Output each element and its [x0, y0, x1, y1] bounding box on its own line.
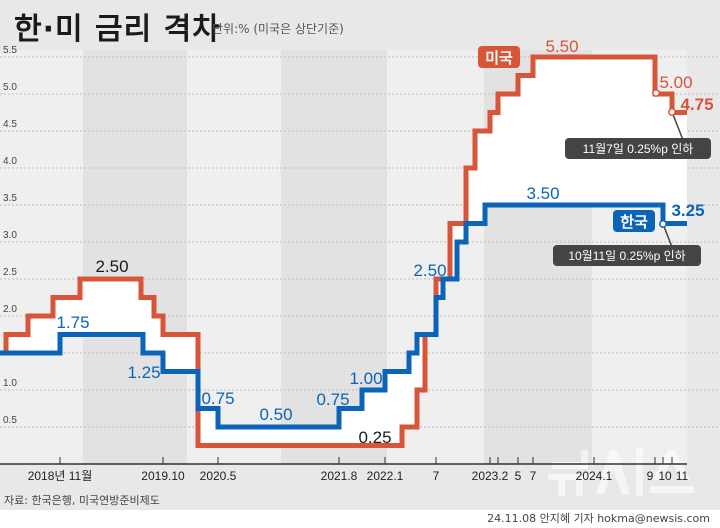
legend-badge — [478, 46, 520, 68]
source-note: 자료: 한국은행, 미국연방준비제도 — [4, 494, 160, 507]
data-label: 2.50 — [95, 257, 128, 276]
data-label: 2.50 — [413, 261, 446, 280]
y-tick-label: 5.5 — [3, 45, 17, 56]
callout-connector — [671, 111, 684, 141]
credit-line: 24.11.08 안지혜 기자 hokma@newsis.com — [487, 512, 710, 525]
callout-connector — [662, 223, 673, 248]
logo-stroke — [548, 474, 592, 480]
y-tick-label: 4.5 — [3, 119, 17, 130]
newsis-logo — [548, 448, 694, 496]
x-tick-label: 11 — [676, 469, 689, 483]
rate-cut-marker — [659, 220, 667, 228]
data-label: 0.75 — [316, 390, 349, 409]
x-tick-label: 2019.10 — [141, 469, 185, 483]
x-tick-label: 7 — [530, 469, 537, 483]
rate-gap-fill — [0, 57, 687, 446]
x-tick-label: 2018년 11월 — [28, 469, 93, 483]
x-tick-label: 2020.5 — [200, 469, 237, 483]
x-tick-label: 2023.2 — [472, 469, 509, 483]
y-tick-label: 3.0 — [3, 230, 17, 241]
logo-stroke — [596, 450, 630, 494]
logo-stroke — [581, 450, 588, 469]
legend-label: 미국 — [485, 50, 513, 67]
logo-stroke — [636, 448, 643, 496]
y-tick-label: 0.5 — [3, 415, 17, 426]
logo-stroke — [552, 462, 588, 469]
y-tick-label: 1.0 — [3, 378, 17, 389]
year-band — [83, 50, 187, 464]
rate-cut-marker — [668, 108, 676, 116]
callout-box — [553, 245, 701, 266]
us-rate-line — [0, 54, 687, 448]
data-label: 1.25 — [127, 363, 160, 382]
data-label: 5.50 — [545, 37, 578, 56]
data-label: 1.75 — [56, 313, 89, 332]
logo-stroke — [652, 450, 690, 480]
y-tick-label: 2.5 — [3, 267, 17, 278]
callout-text: 11월7일 0.25%p 인하 — [583, 142, 694, 156]
x-tick-label: 2021.8 — [321, 469, 358, 483]
y-tick-label: 2.0 — [3, 304, 17, 315]
logo-stroke — [576, 480, 583, 496]
y-tick-label: 5.0 — [3, 82, 17, 93]
y-tick-label: 4.0 — [3, 156, 17, 167]
data-label: 0.75 — [201, 389, 234, 408]
callout-text: 10월11일 0.25%p 인하 — [568, 249, 685, 263]
year-band — [0, 50, 83, 464]
data-label: 0.50 — [259, 405, 292, 424]
x-tick-label: 5 — [515, 469, 522, 483]
unit-note: 단위:% (미국은 상단기준) — [212, 22, 344, 36]
data-label: 3.50 — [526, 184, 559, 203]
data-label: 1.00 — [349, 369, 382, 388]
legend-badge — [613, 210, 655, 232]
logo-stroke — [650, 486, 694, 493]
data-label: 3.25 — [671, 201, 704, 220]
data-label: 4.75 — [680, 95, 713, 114]
year-band — [187, 50, 281, 464]
legend-label: 한국 — [620, 214, 648, 231]
page-title: 한·미 금리 격차 — [14, 12, 221, 47]
logo-stroke — [558, 480, 565, 496]
data-label: 0.25 — [358, 428, 391, 447]
data-label: 5.00 — [659, 73, 692, 92]
x-tick-label: 2024.1 — [576, 469, 613, 483]
rate-cut-marker — [652, 89, 660, 97]
x-tick-label: 7 — [433, 469, 440, 483]
korea-rate-line — [0, 202, 687, 430]
rate-gap-chart: 0.51.01.52.02.53.03.54.04.55.05.5 2018년 … — [0, 37, 720, 496]
y-tick-label: 3.5 — [3, 193, 17, 204]
x-tick-label: 2022.1 — [367, 469, 404, 483]
x-tick-label: 10 — [658, 469, 672, 483]
x-tick-label: 9 — [647, 469, 654, 483]
callout-box — [565, 138, 711, 159]
